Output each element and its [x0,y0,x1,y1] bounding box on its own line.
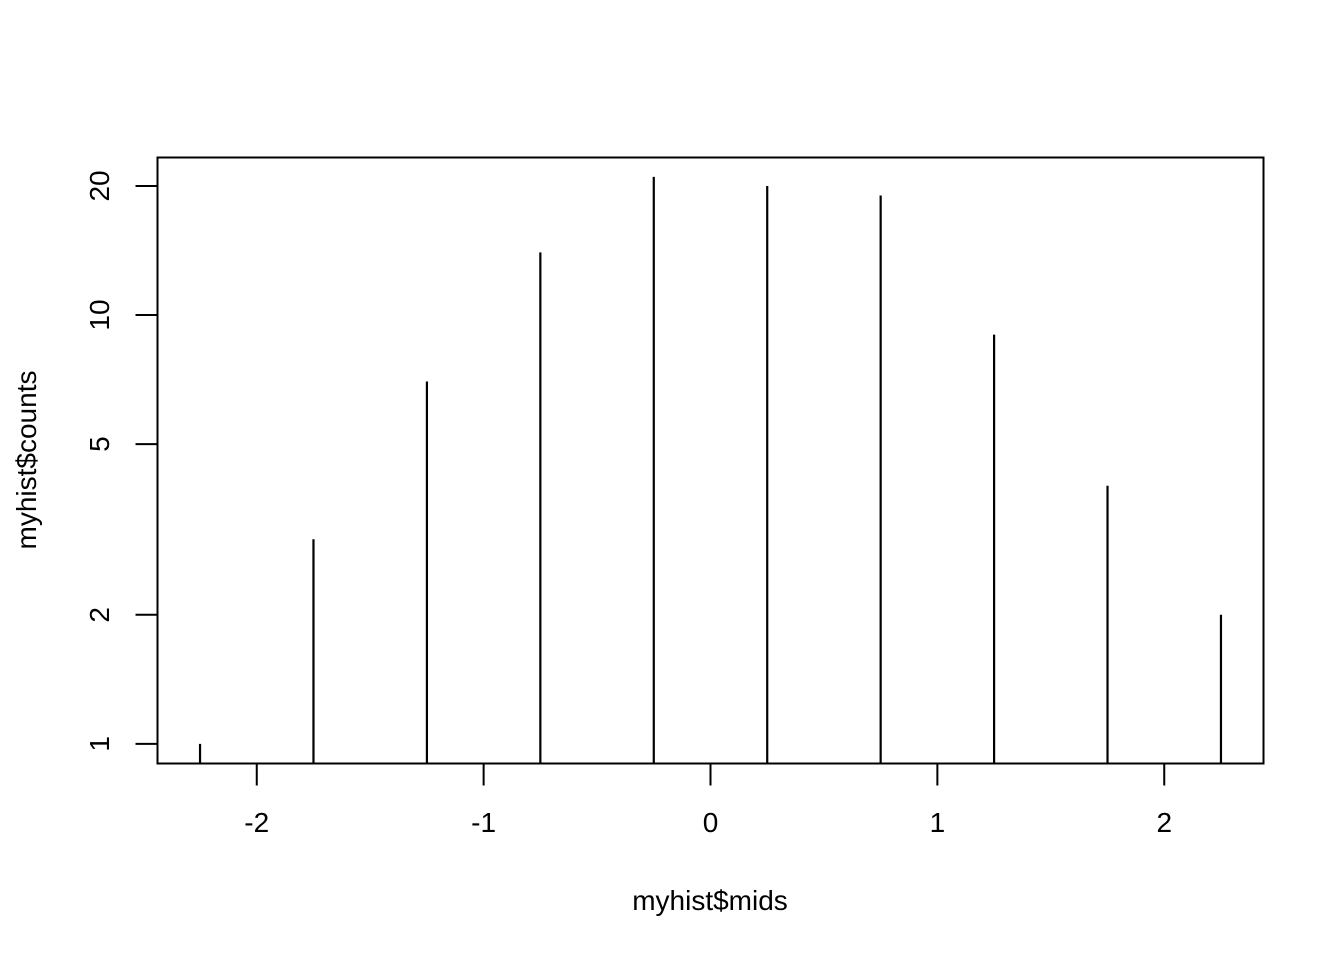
y-tick-label: 20 [84,170,115,201]
y-tick-label: 10 [84,299,115,330]
y-axis-title: myhist$counts [11,371,42,550]
x-tick-label: 1 [930,807,946,838]
x-tick-label: 0 [703,807,719,838]
x-tick-label: -2 [244,807,269,838]
x-axis-title: myhist$mids [632,885,788,916]
y-tick-label: 5 [84,436,115,452]
y-tick-label: 1 [84,736,115,752]
x-tick-label: 2 [1156,807,1172,838]
x-axis: -2 -1 0 1 2 [244,763,1172,838]
y-axis: 1 2 5 10 20 [84,170,158,752]
plot-frame [156,156,1265,765]
y-tick-label: 2 [84,607,115,623]
data-spikes [198,176,1223,764]
x-tick-label: -1 [471,807,496,838]
